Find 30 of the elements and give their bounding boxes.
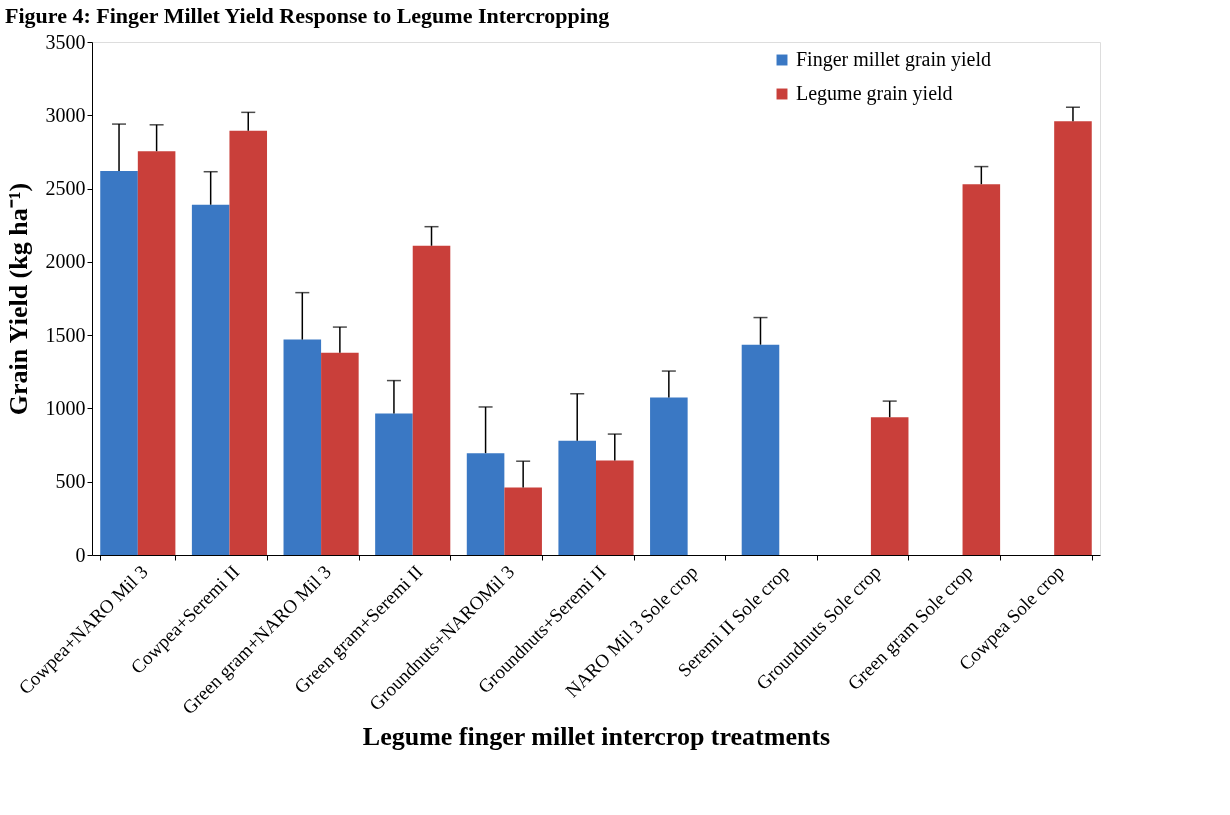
y-tick-label: 0 — [75, 543, 86, 566]
bar — [375, 413, 413, 555]
bar — [100, 170, 138, 555]
bar — [870, 417, 909, 555]
bar — [504, 487, 542, 555]
y-tick-label: 3000 — [45, 103, 86, 126]
y-tick-label: 1000 — [45, 396, 86, 419]
y-tick-label: 3500 — [45, 30, 86, 53]
y-tick-label: 500 — [55, 470, 86, 493]
bar — [283, 339, 322, 555]
bar — [229, 130, 268, 555]
chart-title: Figure 4: Finger Millet Yield Response to Legume Intercropping — [5, 3, 610, 28]
legend-label: Legume grain yield — [796, 82, 953, 105]
bar — [596, 460, 634, 555]
bar — [412, 245, 451, 555]
y-tick-label: 2000 — [45, 250, 86, 273]
y-axis-title: Grain Yield (kg ha⁻¹) — [3, 182, 33, 416]
bar — [650, 397, 688, 555]
bar — [191, 204, 230, 555]
bar — [741, 344, 780, 555]
legend-label: Finger millet grain yield — [796, 48, 991, 71]
y-tick-label: 2500 — [45, 177, 86, 200]
bar — [321, 352, 359, 555]
bar — [558, 440, 596, 555]
y-tick-label: 1500 — [45, 323, 86, 346]
bar — [1054, 121, 1092, 555]
bar — [137, 151, 176, 555]
bar — [962, 184, 1001, 555]
bar — [466, 453, 505, 555]
x-axis-title: Legume finger millet intercrop treatments — [362, 722, 831, 752]
